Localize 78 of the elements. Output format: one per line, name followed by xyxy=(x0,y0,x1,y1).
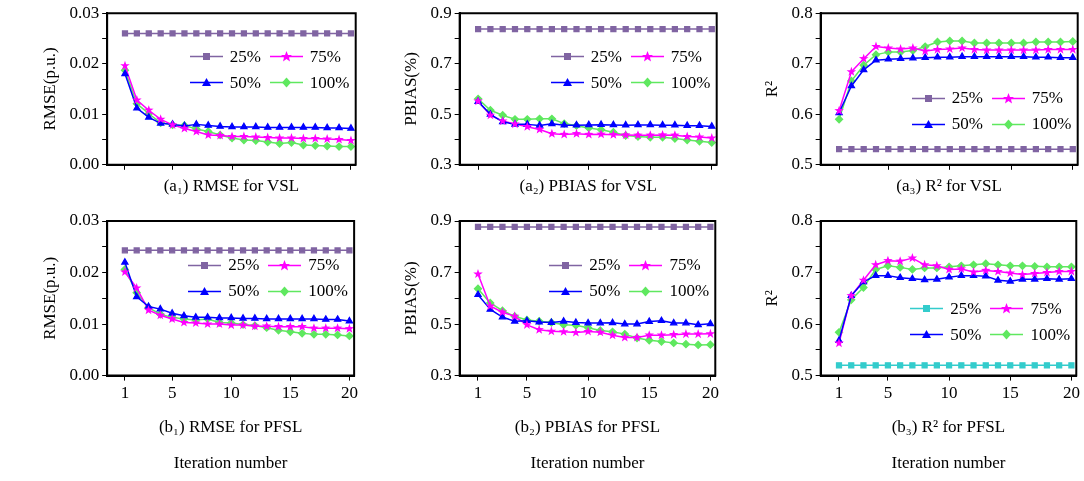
text: (b₁) RMSE for PFSL xyxy=(157,417,304,437)
y-tick-label: 0.9 xyxy=(430,210,452,230)
legend-label: 75% xyxy=(1030,298,1062,319)
x-tick-label: 5 xyxy=(522,383,532,403)
legend-label: 100% xyxy=(1031,114,1072,135)
x-axis-title: Iteration number xyxy=(172,453,289,473)
x-tick-label: 10 xyxy=(222,383,240,403)
y-tick-label: 0.6 xyxy=(791,313,813,333)
y-tick-label: 0.01 xyxy=(69,103,100,123)
x-tick-label: 15 xyxy=(1001,383,1019,403)
y-tick-label: 0.5 xyxy=(791,154,813,174)
text: (b₂) PBIAS for PFSL xyxy=(513,417,662,437)
y-tick-label: 0.03 xyxy=(69,2,100,22)
y-tick-label: 0.3 xyxy=(430,154,452,174)
legend-label: 50% xyxy=(951,114,983,135)
y-axis-title: PBIAS(%) xyxy=(400,261,420,336)
x-tick-label: 5 xyxy=(883,383,893,403)
y-tick-label: 0.00 xyxy=(69,365,100,385)
y-axis-title: R² xyxy=(761,290,781,307)
legend-label: 100% xyxy=(1030,324,1071,345)
legend-label: 75% xyxy=(1031,88,1064,109)
legend-label: 75% xyxy=(309,46,342,67)
legend-label: 75% xyxy=(670,46,703,67)
legend-label: 100% xyxy=(308,281,348,301)
y-tick-label: 0.5 xyxy=(430,103,452,123)
y-tick-label: 0.00 xyxy=(69,154,100,174)
y-axis-title: RMSE(p.u.) xyxy=(39,47,59,131)
legend-label: 25% xyxy=(951,88,983,109)
y-tick-label: 0.7 xyxy=(791,262,814,281)
x-tick-label: 20 xyxy=(1062,383,1080,403)
y-tick-label: 0.01 xyxy=(69,313,100,333)
y-tick-label: 0.5 xyxy=(791,365,813,385)
legend-label: 100% xyxy=(669,281,710,301)
x-tick-label: 1 xyxy=(120,383,130,403)
x-tick-label: 15 xyxy=(281,383,299,403)
y-tick-label: 0.9 xyxy=(430,2,452,22)
y-tick-label: 0.02 xyxy=(69,262,100,281)
legend-label: 75% xyxy=(669,255,701,275)
x-tick-label: 1 xyxy=(834,383,844,403)
x-tick-label: 10 xyxy=(940,383,958,403)
y-tick-label: 0.7 xyxy=(430,262,453,281)
legend-label: 25% xyxy=(229,46,261,67)
legend-label: 100% xyxy=(309,72,350,93)
legend-label: 50% xyxy=(950,324,982,345)
y-tick-label: 0.7 xyxy=(791,53,814,73)
y-axis-title: R² xyxy=(761,80,781,98)
text: (b₃) R² for PFSL xyxy=(890,417,1007,437)
x-axis-title: Iteration number xyxy=(890,453,1007,473)
y-tick-label: 0.8 xyxy=(791,2,813,22)
x-tick-label: 20 xyxy=(340,383,358,403)
text: (a₂) PBIAS for VSL xyxy=(518,176,658,196)
x-tick-label: 20 xyxy=(701,383,719,403)
legend-label: 25% xyxy=(228,255,260,275)
y-tick-label: 0.7 xyxy=(430,53,453,73)
legend-label: 25% xyxy=(589,255,621,275)
x-tick-label: 10 xyxy=(579,383,597,403)
x-axis-title: Iteration number xyxy=(529,453,646,473)
legend-label: 50% xyxy=(229,72,261,93)
text: (a₁) RMSE for VSL xyxy=(162,176,301,196)
y-axis-title: PBIAS(%) xyxy=(400,52,420,126)
legend-label: 75% xyxy=(308,255,340,275)
y-tick-label: 0.02 xyxy=(69,53,100,73)
legend-label: 100% xyxy=(670,72,711,93)
y-tick-label: 0.8 xyxy=(791,210,813,230)
y-tick-label: 0.03 xyxy=(69,210,100,230)
x-tick-label: 5 xyxy=(167,383,177,403)
legend-label: 25% xyxy=(590,46,622,67)
legend-label: 50% xyxy=(590,72,622,93)
legend-label: 25% xyxy=(950,298,982,319)
legend-label: 50% xyxy=(228,281,260,301)
x-tick-label: 1 xyxy=(473,383,483,403)
y-tick-label: 0.5 xyxy=(430,313,452,333)
y-axis-title: RMSE(p.u.) xyxy=(39,256,59,340)
y-tick-label: 0.3 xyxy=(430,365,452,385)
text: (a₃) R² for VSL xyxy=(895,176,1003,196)
y-tick-label: 0.6 xyxy=(791,103,813,123)
legend-label: 50% xyxy=(589,281,621,301)
x-tick-label: 15 xyxy=(640,383,658,403)
